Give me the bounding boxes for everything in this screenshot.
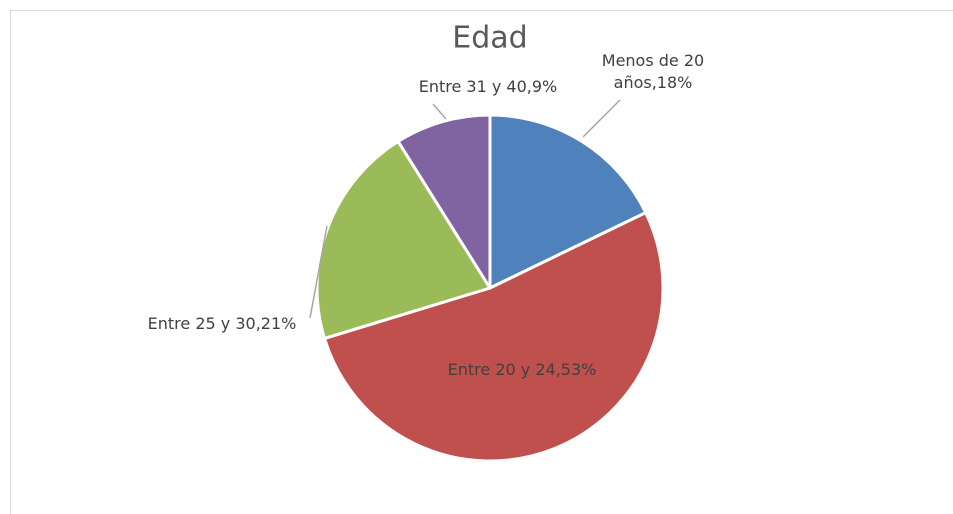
chart-title: Edad — [452, 20, 528, 56]
data-label: Entre 31 y 40,9% — [418, 77, 558, 96]
leader-line — [582, 99, 621, 138]
data-label: Entre 25 y 30,21% — [147, 314, 297, 333]
pie-slice — [322, 211, 665, 463]
leader-line — [309, 225, 328, 319]
pie-slice — [488, 113, 648, 290]
chart-frame — [10, 10, 953, 514]
pie-slice — [315, 139, 492, 340]
leader-line — [432, 103, 447, 120]
data-label: Menos de 20 años,18% — [601, 51, 705, 92]
pie — [315, 113, 665, 463]
data-label: Entre 20 y 24,53% — [447, 360, 597, 379]
pie-slice — [396, 113, 492, 290]
